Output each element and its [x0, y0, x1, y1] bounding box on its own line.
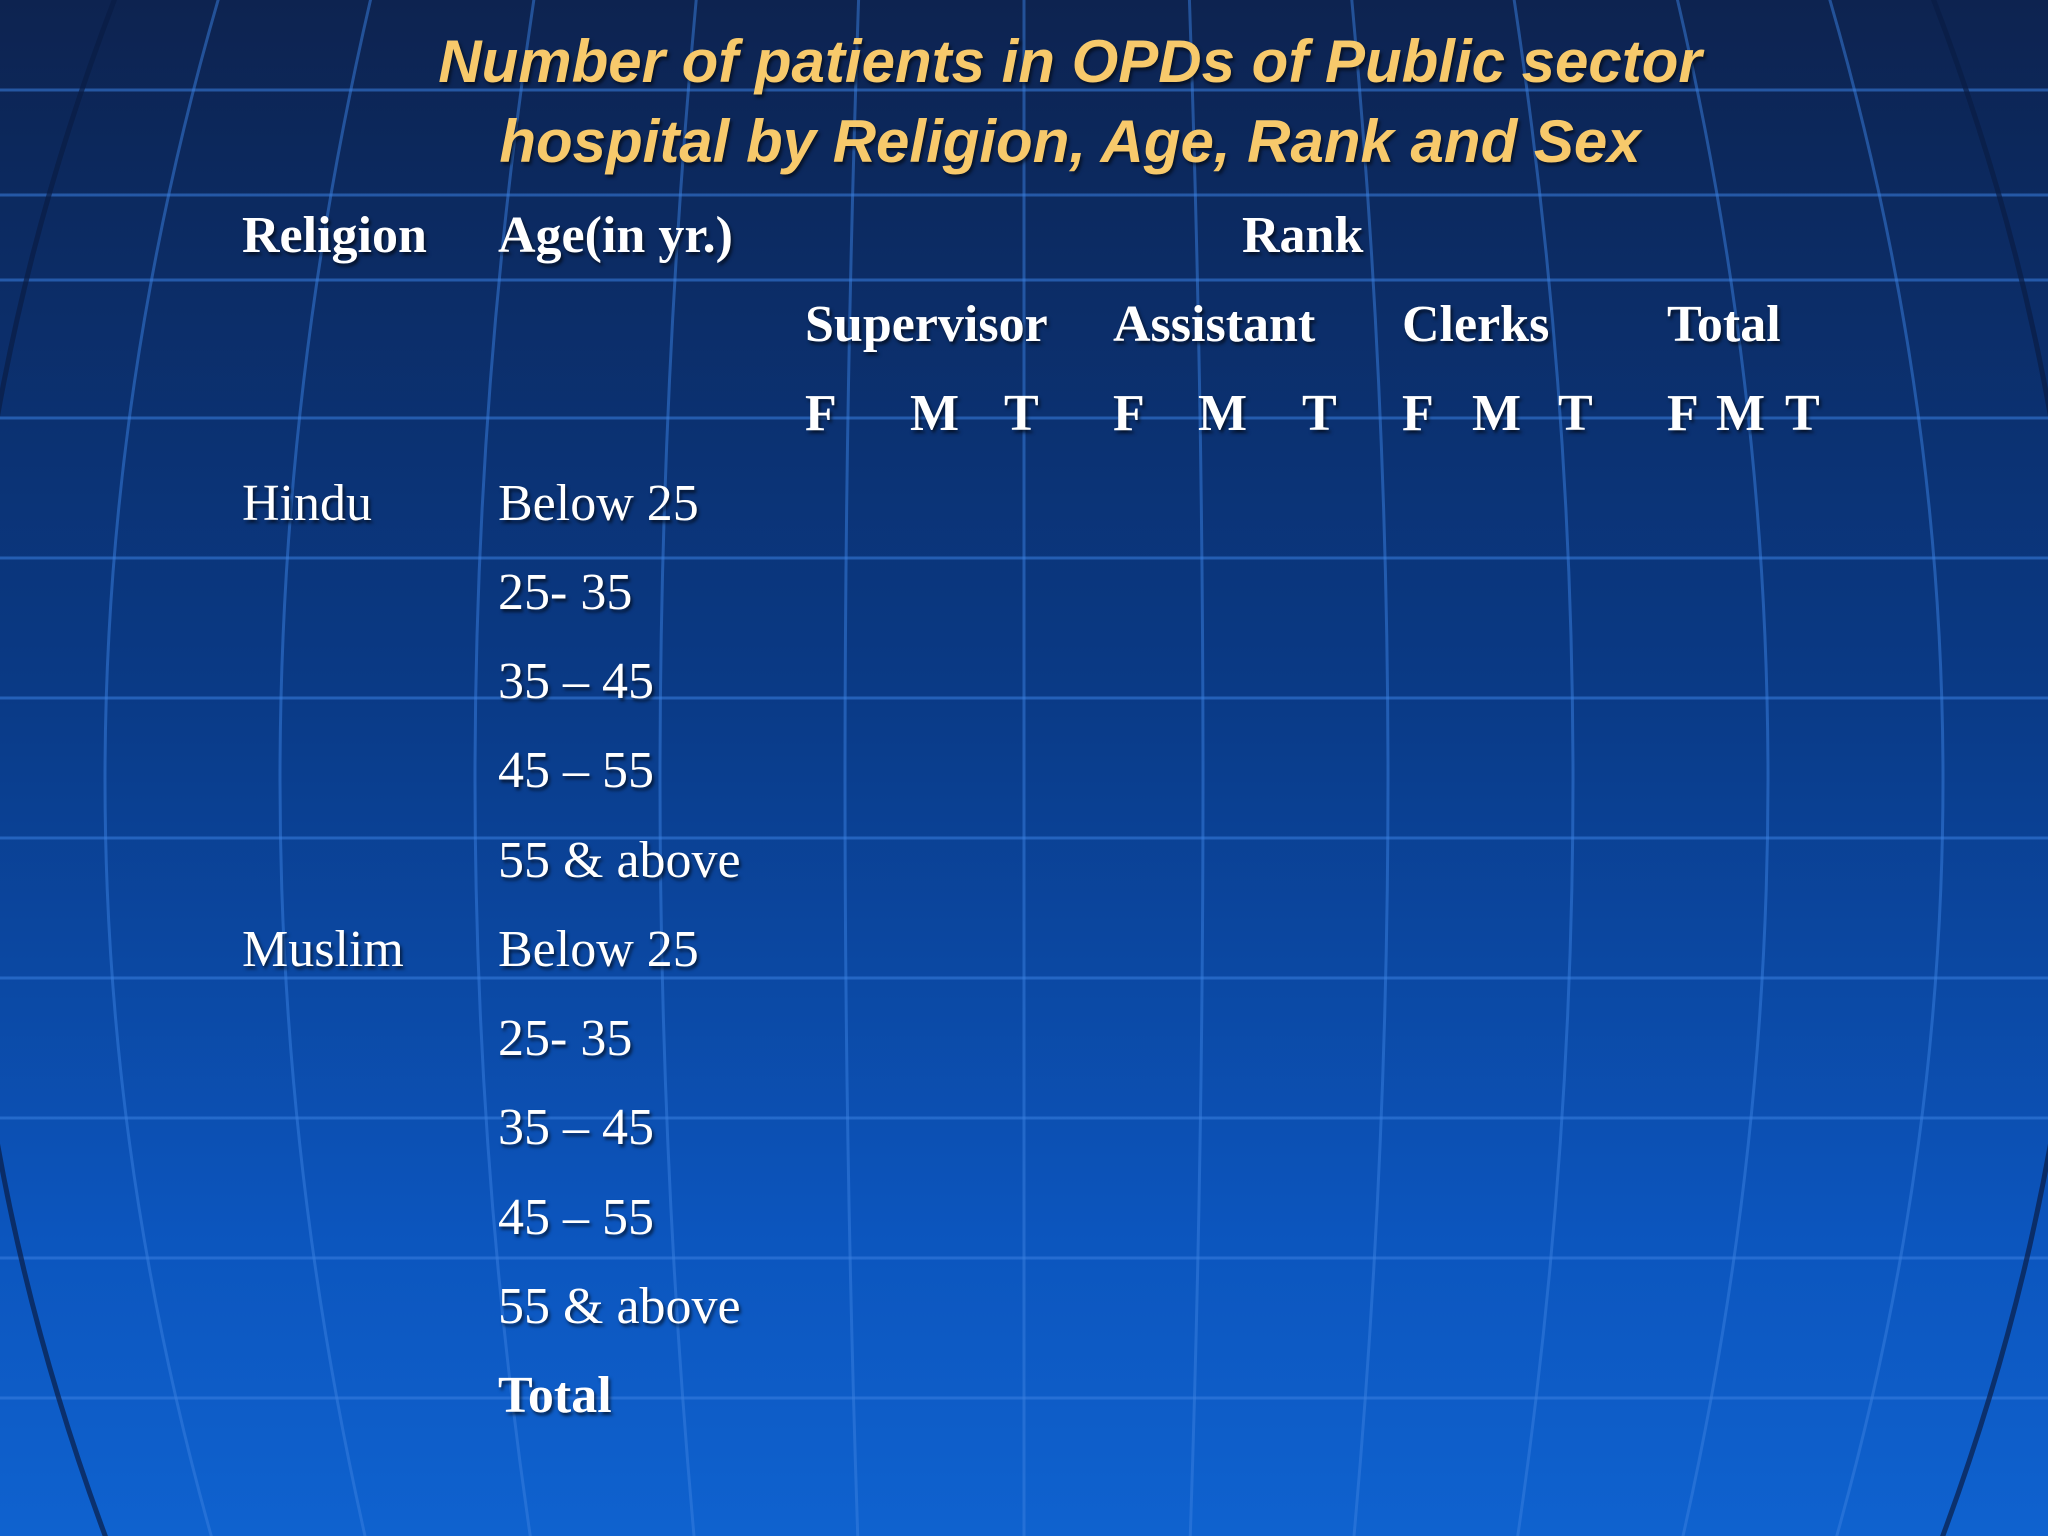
- sex-assistant-m: M: [1198, 385, 1248, 442]
- rank-clerks: Clerks: [1402, 296, 1550, 353]
- sex-supervisor-f: F: [805, 385, 837, 442]
- sex-clerks-m: M: [1472, 385, 1522, 442]
- header-age: Age(in yr.): [498, 207, 733, 264]
- age-row-hindu-below-25: Below 25: [498, 475, 699, 532]
- age-row-muslim-below-25: Below 25: [498, 921, 699, 978]
- slide-title: Number of patients in OPDs of Public sec…: [230, 22, 1910, 182]
- sex-clerks-t: T: [1558, 385, 1593, 442]
- age-row-muslim-45-55: 45 – 55: [498, 1189, 654, 1246]
- rank-supervisor: Supervisor: [805, 296, 1048, 353]
- sex-total-t: T: [1785, 385, 1820, 442]
- sex-supervisor-m: M: [910, 385, 960, 442]
- age-row-hindu-35-45: 35 – 45: [498, 653, 654, 710]
- age-row-hindu-55-above: 55 & above: [498, 832, 741, 889]
- sex-total-m: M: [1716, 385, 1766, 442]
- sex-clerks-f: F: [1402, 385, 1434, 442]
- sex-assistant-t: T: [1302, 385, 1337, 442]
- age-row-hindu-25-35: 25- 35: [498, 564, 633, 621]
- religion-hindu: Hindu: [242, 475, 372, 532]
- rank-total: Total: [1667, 296, 1781, 353]
- religion-muslim: Muslim: [242, 921, 404, 978]
- rank-assistant: Assistant: [1113, 296, 1316, 353]
- sex-assistant-f: F: [1113, 385, 1145, 442]
- header-rank: Rank: [1242, 207, 1364, 264]
- age-row-hindu-45-55: 45 – 55: [498, 742, 654, 799]
- age-row-muslim-25-35: 25- 35: [498, 1010, 633, 1067]
- age-row-muslim-55-above: 55 & above: [498, 1278, 741, 1335]
- sex-total-f: F: [1667, 385, 1699, 442]
- total-row-label: Total: [498, 1367, 612, 1424]
- header-religion: Religion: [242, 207, 427, 264]
- slide-title-line-2: hospital by Religion, Age, Rank and Sex: [499, 108, 1641, 175]
- slide-title-line-1: Number of patients in OPDs of Public sec…: [438, 28, 1702, 95]
- sex-supervisor-t: T: [1004, 385, 1039, 442]
- age-row-muslim-35-45: 35 – 45: [498, 1099, 654, 1156]
